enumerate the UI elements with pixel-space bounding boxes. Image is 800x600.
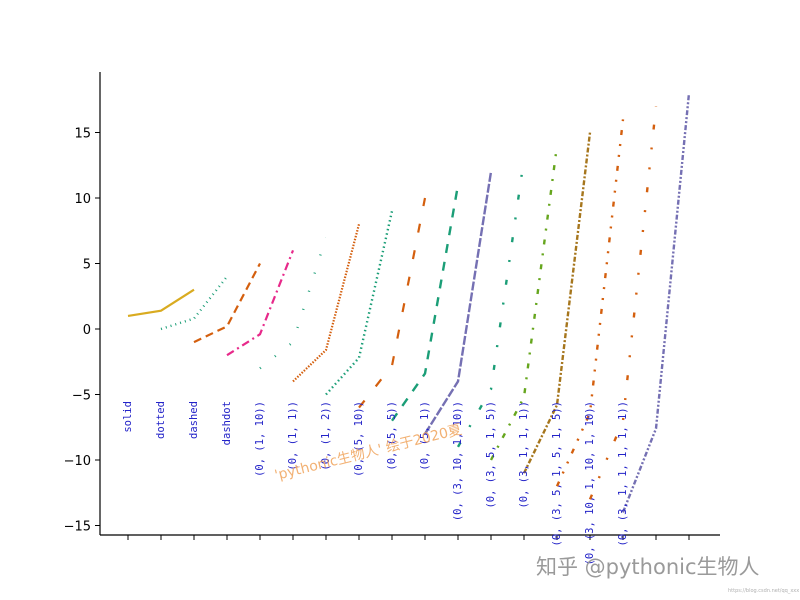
series-label-15: (0, (3, 1, 1, 1, 1, 1)) <box>617 401 629 546</box>
y-tick-label: −5 <box>72 389 91 404</box>
series-label-2: dashed <box>188 401 200 439</box>
y-tick-label: −10 <box>64 454 91 469</box>
series-label-9: (0, (5, 1)) <box>419 401 431 471</box>
series-line-5 <box>292 223 361 383</box>
series-line-6 <box>325 210 394 396</box>
series-line-4 <box>259 236 328 370</box>
series-label-11: (0, (3, 5, 1, 5)) <box>485 401 497 508</box>
series-label-8: (0, (5, 5)) <box>386 401 398 471</box>
y-tick-label: −15 <box>64 520 91 535</box>
series-label-13: (0, (3, 5, 1, 5, 1, 5)) <box>551 401 563 546</box>
series-label-4: (0, (1, 10)) <box>254 401 266 477</box>
series-label-14: (0, (3, 10, 1, 10, 1, 10)) <box>584 401 596 565</box>
source-watermark: https://blog.csdn.net/qq_xxx <box>728 588 799 594</box>
y-tick-label: 15 <box>74 127 91 142</box>
series-label-3: dashdot <box>221 401 233 445</box>
series-line-1 <box>160 275 228 331</box>
axes: −15 −10 −5 0 5 10 15 <box>64 72 720 540</box>
y-ticks: −15 −10 −5 0 5 10 15 <box>64 127 100 535</box>
series-line-14 <box>588 106 658 500</box>
series-line-7 <box>358 197 427 409</box>
series-label-0: solid <box>122 401 134 433</box>
series-label-1: dotted <box>155 401 167 439</box>
x-ticks <box>127 535 690 540</box>
series-line-13 <box>555 119 625 487</box>
series-line-9 <box>423 171 493 435</box>
series-line-0 <box>127 288 195 317</box>
series-line-12 <box>522 132 592 474</box>
y-tick-label: 5 <box>83 258 91 273</box>
brand-watermark: 知乎 @pythonic生物人 <box>536 555 760 579</box>
series-line-15 <box>621 93 691 513</box>
series-label-10: (0, (3, 10, 1, 10)) <box>452 401 464 521</box>
linestyle-labels: solid dotted dashed dashdot (0, (1, 10)) (0, … <box>122 401 629 565</box>
series-label-6: (0, (1, 2)) <box>320 401 332 471</box>
series-line-3 <box>226 249 295 357</box>
series-line-8 <box>391 184 460 422</box>
series-line-10 <box>456 158 526 448</box>
series-label-12: (0, (3, 1, 1, 1)) <box>518 401 530 508</box>
series-layer <box>127 93 691 513</box>
series-label-5: (0, (1, 1)) <box>287 401 299 471</box>
series-line-11 <box>489 145 559 461</box>
series-line-2 <box>193 262 261 344</box>
y-tick-label: 10 <box>74 192 91 207</box>
series-label-7: (0, (5, 10)) <box>353 401 365 477</box>
overlay-watermark: 'pythonic生物人' 绘于2020夏 <box>273 422 464 484</box>
y-tick-label: 0 <box>83 323 91 338</box>
